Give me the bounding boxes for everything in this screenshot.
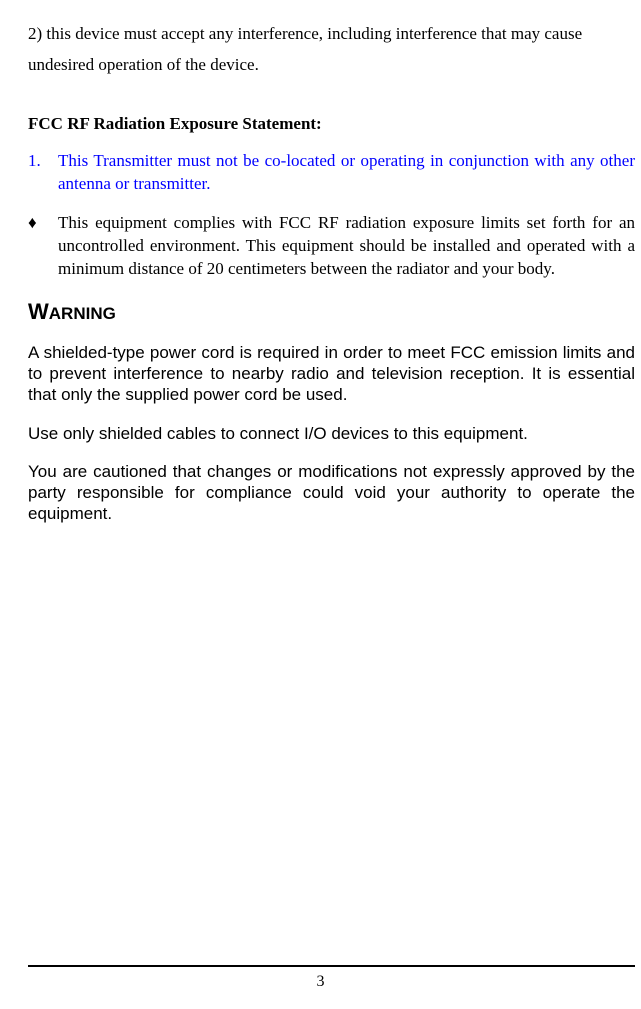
bullet-list-item-1: ♦ This equipment complies with FCC RF ra… (28, 212, 635, 281)
warning-heading-rest: ARNING (49, 304, 116, 323)
bullet-content-1: This equipment complies with FCC RF radi… (58, 212, 635, 281)
warning-paragraph-1: A shielded-type power cord is required i… (28, 342, 635, 406)
warning-paragraph-3: You are cautioned that changes or modifi… (28, 461, 635, 525)
footer-divider (28, 965, 635, 967)
intro-paragraph: 2) this device must accept any interfere… (28, 19, 635, 80)
warning-paragraph-2: Use only shielded cables to connect I/O … (28, 423, 635, 444)
list-content-1: This Transmitter must not be co-located … (58, 150, 635, 196)
document-page: 2) this device must accept any interfere… (0, 0, 641, 1009)
numbered-list-item-1: 1. This Transmitter must not be co-locat… (28, 150, 635, 196)
list-marker-1: 1. (28, 150, 58, 196)
fcc-heading: FCC RF Radiation Exposure Statement: (28, 114, 635, 134)
page-number: 3 (0, 973, 641, 991)
bullet-marker-diamond: ♦ (28, 212, 58, 281)
warning-heading: WARNING (28, 299, 635, 325)
warning-heading-capital: W (28, 299, 49, 324)
